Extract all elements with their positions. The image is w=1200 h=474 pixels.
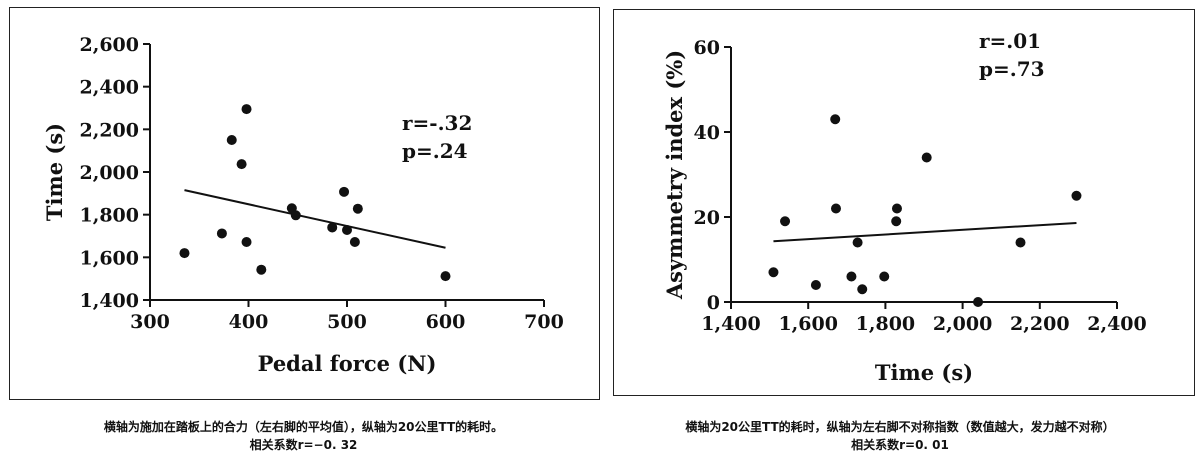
left-x-axis-label: Pedal force (N) — [258, 351, 437, 376]
left-data-point — [290, 210, 301, 221]
right-data-point — [973, 297, 984, 307]
right-x-tick-label: 1,600 — [778, 313, 838, 335]
right-data-point — [1071, 190, 1082, 201]
left-x-tick-label: 700 — [524, 311, 564, 333]
left-scatter-chart: 300 400 500 600 700 1,400 1,600 1,800 2,000 2,200… — [42, 34, 564, 376]
left-data-point — [342, 225, 352, 236]
left-y-axis-label: Time (s) — [42, 123, 67, 221]
right-x-tick-label: 1,400 — [701, 313, 761, 335]
left-data-point — [327, 222, 338, 233]
left-data-point — [236, 159, 247, 170]
left-data-point — [241, 104, 252, 115]
left-x-tick-label: 300 — [130, 311, 170, 333]
left-data-point — [241, 236, 252, 247]
right-data-point — [780, 216, 791, 227]
right-y-tick-label: 0 — [707, 292, 720, 314]
right-data-point — [857, 284, 868, 295]
left-y-tick-label: 1,600 — [80, 247, 140, 269]
left-data-point — [440, 271, 451, 282]
left-y-tick-label: 1,800 — [80, 205, 140, 227]
left-y-tick-label: 2,200 — [80, 119, 140, 141]
right-caption-line1: 横轴为20公里TT的耗时，纵轴为左右脚不对称指数（数值越大，发力越不对称） — [685, 420, 1115, 434]
left-trendline — [184, 189, 446, 249]
right-x-axis-label: Time (s) — [875, 360, 973, 385]
right-caption: 横轴为20公里TT的耗时，纵轴为左右脚不对称指数（数值越大，发力越不对称） 相关… — [600, 418, 1200, 454]
right-x-tick-label: 2,400 — [1087, 313, 1147, 335]
left-data-point — [256, 264, 267, 275]
right-x-tick-label: 2,200 — [1010, 313, 1070, 335]
left-x-tick-label: 400 — [229, 311, 269, 333]
right-chart-panel: 1,400 1,600 1,800 2,000 2,200 2,400 0 20 40 60 Tim… — [613, 9, 1195, 396]
right-data-point — [891, 203, 902, 214]
left-stat-annotation: p=.24 — [402, 139, 468, 163]
left-x-tick-label: 600 — [426, 311, 466, 333]
left-y-tick-label: 2,400 — [80, 77, 140, 99]
left-caption: 横轴为施加在踏板上的合力（左右脚的平均值），纵轴为20公里TT的耗时。 相关系数… — [9, 418, 598, 454]
left-x-tick-label: 500 — [327, 311, 367, 333]
left-y-tick-label: 1,400 — [80, 290, 140, 312]
right-data-point — [879, 271, 890, 282]
left-data-point — [216, 228, 227, 239]
left-data-point — [226, 135, 237, 145]
left-data-point — [349, 236, 360, 247]
right-y-axis-label: Asymmetry index (%) — [662, 50, 687, 300]
right-data-point — [921, 152, 932, 163]
right-stat-annotation: r=.01 — [979, 29, 1041, 53]
left-data-point — [339, 186, 350, 197]
right-caption-line2: 相关系数r=0. 01 — [851, 438, 949, 452]
right-data-point — [810, 280, 821, 290]
left-chart-panel: 300 400 500 600 700 1,400 1,600 1,800 2,000 2,200… — [9, 7, 600, 400]
left-caption-line1: 横轴为施加在踏板上的合力（左右脚的平均值），纵轴为20公里TT的耗时。 — [103, 420, 504, 434]
right-data-point — [830, 114, 841, 125]
left-y-tick-label: 2,600 — [80, 34, 140, 56]
right-x-tick-label: 1,800 — [856, 313, 916, 335]
left-stat-annotation: r=-.32 — [402, 111, 472, 135]
right-x-tick-label: 2,000 — [933, 313, 993, 335]
right-data-point — [1015, 237, 1026, 248]
right-data-point — [846, 271, 857, 282]
left-data-point — [352, 203, 363, 214]
right-data-point — [852, 237, 863, 248]
right-y-tick-label: 40 — [694, 122, 720, 144]
left-caption-line2: 相关系数r=−0. 32 — [249, 438, 358, 452]
right-data-point — [891, 216, 902, 227]
right-y-tick-label: 60 — [694, 37, 720, 59]
right-scatter-chart: 1,400 1,600 1,800 2,000 2,200 2,400 0 20 40 60 Tim… — [662, 29, 1147, 385]
right-data-point — [768, 267, 779, 278]
right-trendline — [773, 221, 1077, 243]
right-y-tick-label: 20 — [694, 207, 720, 229]
left-y-tick-label: 2,000 — [80, 162, 140, 184]
left-data-point — [179, 248, 190, 259]
right-stat-annotation: p=.73 — [979, 57, 1045, 81]
right-data-point — [830, 203, 841, 214]
